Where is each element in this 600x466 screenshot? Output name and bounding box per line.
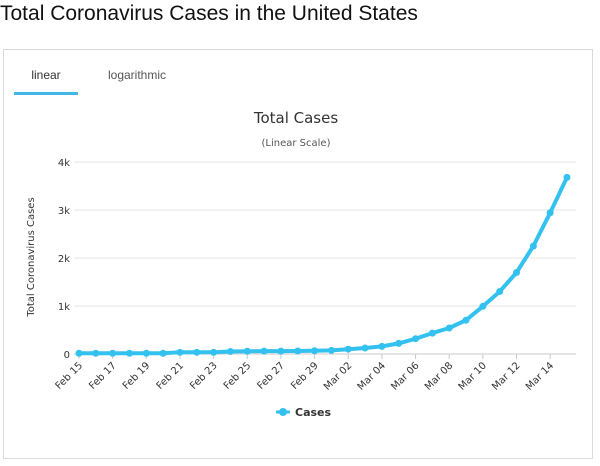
- line-chart: Total Cases (Linear Scale) Total Coronav…: [26, 109, 576, 419]
- data-point[interactable]: [243, 347, 251, 355]
- data-point[interactable]: [496, 288, 504, 296]
- page-title: Total Coronavirus Cases in the United St…: [0, 2, 418, 25]
- legend-marker: [279, 408, 287, 416]
- legend[interactable]: Cases: [276, 406, 332, 419]
- x-tick-label: Mar 14: [524, 360, 556, 392]
- data-point[interactable]: [479, 302, 487, 310]
- grid-lines: [74, 161, 576, 355]
- data-point[interactable]: [125, 349, 133, 357]
- data-point[interactable]: [563, 173, 571, 181]
- data-point[interactable]: [193, 348, 201, 356]
- chart-card: linear logarithmic Total Cases (Linear S…: [3, 49, 593, 459]
- x-tick-label: Mar 10: [457, 360, 489, 392]
- y-tick-label: 1k: [58, 302, 70, 313]
- data-point[interactable]: [428, 329, 436, 337]
- tab-logarithmic[interactable]: logarithmic: [107, 68, 167, 82]
- x-tick-label: Feb 15: [54, 360, 86, 392]
- data-point[interactable]: [109, 349, 117, 357]
- x-tick-label: Feb 25: [222, 360, 254, 392]
- data-point[interactable]: [513, 269, 521, 277]
- y-axis-label: Total Coronavirus Cases: [26, 197, 37, 317]
- series-cases: [75, 173, 571, 357]
- data-point[interactable]: [159, 349, 167, 357]
- y-tick-label: 3k: [58, 206, 70, 217]
- x-tick-label: Feb 23: [188, 360, 220, 392]
- chart-title: Total Cases: [253, 109, 339, 127]
- x-tick-label: Mar 04: [356, 360, 388, 392]
- data-point[interactable]: [277, 347, 285, 355]
- x-tick-label: Mar 08: [423, 360, 455, 392]
- data-point[interactable]: [445, 324, 453, 332]
- series-line: [77, 175, 569, 356]
- data-point[interactable]: [142, 349, 150, 357]
- x-tick-label: Mar 02: [322, 360, 354, 392]
- data-point[interactable]: [361, 344, 369, 352]
- data-point[interactable]: [75, 349, 83, 357]
- y-tick-label: 0: [64, 350, 70, 361]
- tab-linear[interactable]: linear: [14, 64, 78, 95]
- data-point[interactable]: [92, 349, 100, 357]
- x-tick-label: Feb 21: [155, 360, 187, 392]
- data-point[interactable]: [529, 242, 537, 250]
- x-axis-ticks: Feb 15 Feb 17 Feb 19 Feb 21 Feb 23 Feb 25 Feb …: [54, 354, 556, 393]
- y-tick-label: 2k: [58, 254, 70, 265]
- data-point[interactable]: [412, 335, 420, 343]
- legend-label: Cases: [295, 406, 332, 419]
- x-tick-label: Feb 29: [289, 360, 321, 392]
- y-axis-ticks: 0 1k 2k 3k 4k: [58, 158, 70, 361]
- data-point[interactable]: [176, 348, 184, 356]
- data-point[interactable]: [210, 348, 218, 356]
- x-tick-label: Feb 27: [256, 360, 288, 392]
- data-point[interactable]: [344, 345, 352, 353]
- x-tick-label: Mar 06: [389, 360, 421, 392]
- data-point[interactable]: [546, 209, 554, 217]
- chart-subtitle: (Linear Scale): [262, 138, 331, 149]
- data-point[interactable]: [226, 347, 234, 355]
- data-point[interactable]: [462, 316, 470, 324]
- data-point[interactable]: [395, 339, 403, 347]
- data-point[interactable]: [311, 347, 319, 355]
- x-tick-label: Mar 12: [490, 360, 522, 392]
- x-tick-label: Feb 19: [121, 360, 153, 392]
- data-point[interactable]: [327, 346, 335, 354]
- data-point[interactable]: [378, 342, 386, 350]
- x-tick-label: Feb 17: [87, 360, 119, 392]
- data-point[interactable]: [260, 347, 268, 355]
- y-tick-label: 4k: [58, 158, 70, 169]
- data-point[interactable]: [294, 347, 302, 355]
